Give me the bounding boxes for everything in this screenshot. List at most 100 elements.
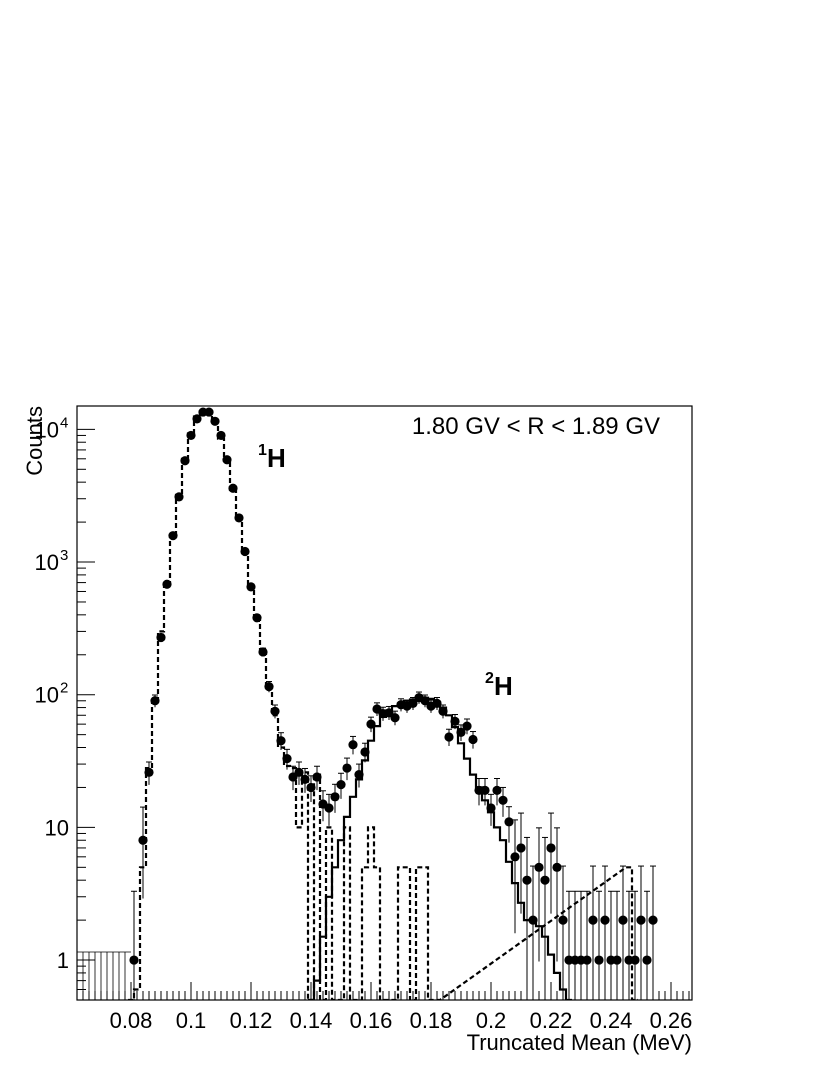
data-point (162, 579, 172, 589)
data-point (582, 955, 592, 965)
y-tick-exponent: 2 (60, 680, 68, 697)
data-point (360, 747, 370, 757)
data-point (420, 696, 430, 706)
data-point (156, 632, 166, 643)
data-point (324, 803, 334, 813)
x-axis-title: Truncated Mean (MeV) (467, 1030, 692, 1055)
y-tick-label: 10 (35, 417, 59, 442)
data-point (486, 803, 496, 813)
data-point (174, 492, 184, 502)
data-point (492, 785, 502, 796)
data-point (432, 698, 442, 709)
rigidity-range-label: 1.80 GV < R < 1.89 GV (412, 413, 660, 440)
data-point (498, 795, 508, 805)
data-point (348, 740, 358, 750)
data-point (210, 416, 220, 426)
data-point (129, 955, 139, 965)
data-point (588, 915, 598, 925)
data-point (270, 706, 280, 716)
y-tick-label: 10 (35, 550, 59, 575)
data-point (180, 456, 190, 466)
data-point (306, 782, 316, 793)
data-point (510, 852, 520, 862)
data-point (552, 862, 562, 872)
data-point (540, 875, 550, 885)
data-point (168, 531, 178, 541)
data-point (618, 915, 628, 925)
data-point (150, 696, 160, 706)
data-point (294, 767, 304, 777)
data-point (234, 513, 244, 523)
data-point (462, 721, 472, 731)
data-point (516, 843, 526, 853)
y-tick-label: 10 (35, 683, 59, 708)
data-point (204, 407, 214, 417)
data-point (354, 769, 364, 780)
y-tick-exponent: 3 (60, 547, 68, 564)
deuteron-label-symbol: H (494, 671, 513, 701)
y-tick-exponent: 4 (60, 414, 68, 431)
deuteron-template-line (308, 696, 572, 1000)
data-point (630, 955, 640, 965)
data-point (330, 792, 340, 802)
data-point (246, 582, 256, 592)
y-tick-label: 1 (57, 948, 69, 973)
y-tick-label: 10 (45, 815, 69, 840)
data-point (342, 763, 352, 773)
data-point (612, 955, 622, 965)
x-tick-label: 0.22 (530, 1008, 573, 1033)
data-point (228, 483, 238, 493)
data-point (222, 455, 232, 465)
x-tick-label: 0.16 (350, 1008, 393, 1033)
data-point (648, 915, 658, 925)
data-point (534, 862, 544, 872)
data-point (444, 732, 454, 742)
data-point (438, 706, 448, 716)
data-point (408, 698, 418, 709)
data-point (546, 843, 556, 853)
data-point (300, 774, 310, 784)
data-point (594, 955, 604, 965)
data-point (144, 767, 154, 777)
data-point (312, 772, 322, 782)
data-point (216, 430, 226, 441)
data-point (558, 915, 568, 925)
y-axis-title: Counts (22, 406, 47, 476)
proton-template-line (128, 408, 638, 1000)
data-point (252, 613, 262, 623)
data-point (450, 716, 460, 726)
data-point (636, 915, 646, 925)
x-tick-label: 0.14 (290, 1008, 333, 1033)
x-tick-label: 0.2 (476, 1008, 507, 1033)
data-point (468, 734, 478, 745)
data-point (600, 915, 610, 925)
proton-label-mass-number: 1 (258, 442, 267, 459)
x-tick-label: 0.12 (230, 1008, 273, 1033)
data-point (138, 835, 148, 845)
data-point (366, 719, 376, 729)
data-point (186, 430, 196, 441)
data-point (456, 727, 466, 737)
proton-label-symbol: H (267, 443, 286, 473)
data-point (336, 780, 346, 790)
data-point (642, 955, 652, 965)
x-tick-label: 0.1 (176, 1008, 207, 1033)
data-point (528, 915, 538, 925)
data-point (480, 785, 490, 796)
data-point (276, 736, 286, 746)
x-tick-label: 0.24 (590, 1008, 633, 1033)
data-point (504, 817, 514, 827)
data-point (390, 713, 400, 723)
x-tick-label: 0.26 (650, 1008, 693, 1033)
data-point (258, 647, 268, 657)
data-point (192, 414, 202, 424)
data-point (282, 753, 292, 764)
x-tick-label: 0.18 (410, 1008, 453, 1033)
x-tick-label: 0.08 (110, 1008, 153, 1033)
data-point (522, 875, 532, 885)
data-point (240, 546, 250, 557)
plot-frame (76, 405, 693, 1001)
data-point (264, 682, 274, 692)
deuteron-label-mass-number: 2 (485, 670, 494, 687)
